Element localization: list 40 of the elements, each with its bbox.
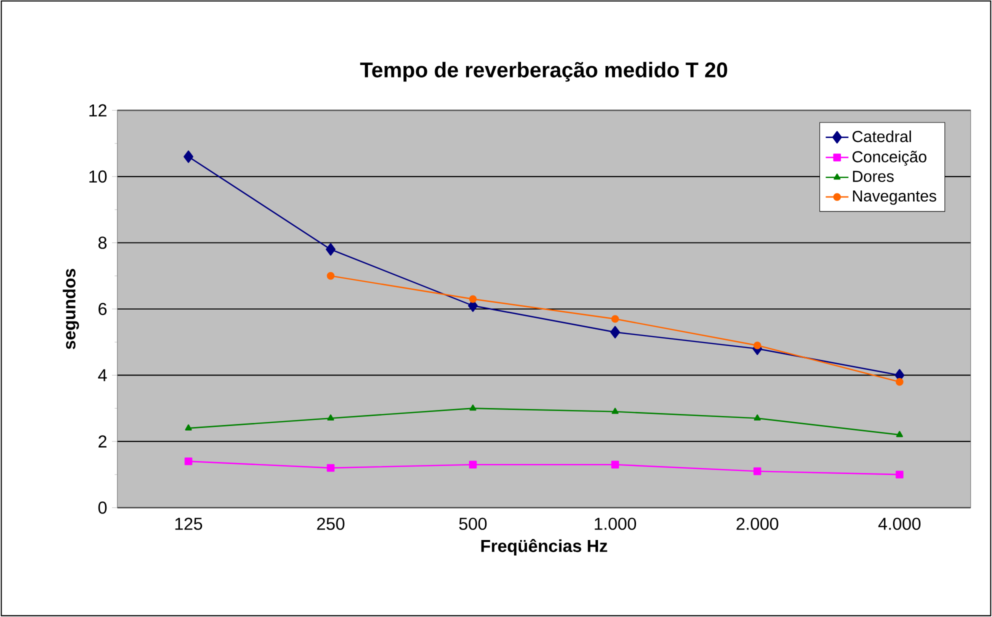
point [469, 460, 477, 468]
point [896, 378, 904, 386]
point [327, 414, 334, 421]
legend-label: Catedral [852, 130, 911, 142]
y-tick-label: 0 [98, 502, 107, 514]
legend-label: Dores [853, 170, 894, 182]
x-tick-label: 125 [175, 518, 202, 530]
point [753, 342, 762, 350]
point [611, 315, 619, 323]
chart-title: Tempo de reverberação medido T 20 [360, 62, 728, 82]
point [184, 150, 194, 163]
y-tick-label: 2 [98, 435, 106, 448]
point [326, 272, 335, 280]
point [753, 467, 762, 476]
y-axis-title: segundos [62, 268, 79, 350]
x-tick-label: 1.000 [594, 518, 636, 530]
x-tick-label: 250 [317, 518, 344, 530]
point [896, 430, 903, 438]
point [754, 414, 761, 421]
point [612, 408, 619, 414]
point [185, 424, 192, 430]
y-tick-label: 4 [98, 369, 107, 382]
point [610, 326, 620, 338]
y-tick-label: 8 [98, 236, 107, 249]
y-tick-label: 10 [89, 170, 107, 183]
point [326, 464, 335, 472]
point [469, 404, 476, 411]
point [184, 457, 192, 466]
legend-label: Conceição [852, 150, 926, 166]
x-tick-label: 4.000 [878, 518, 920, 530]
legend-label: Navegantes [853, 190, 936, 205]
point [896, 470, 904, 478]
x-tick-label: 2.000 [736, 518, 778, 530]
point [326, 243, 336, 256]
point [469, 295, 477, 303]
y-tick-label: 12 [89, 104, 106, 116]
point [611, 460, 619, 468]
y-tick-label: 6 [98, 302, 107, 316]
x-axis-title: Freqüências Hz [481, 539, 608, 556]
x-tick-label: 500 [459, 518, 487, 530]
